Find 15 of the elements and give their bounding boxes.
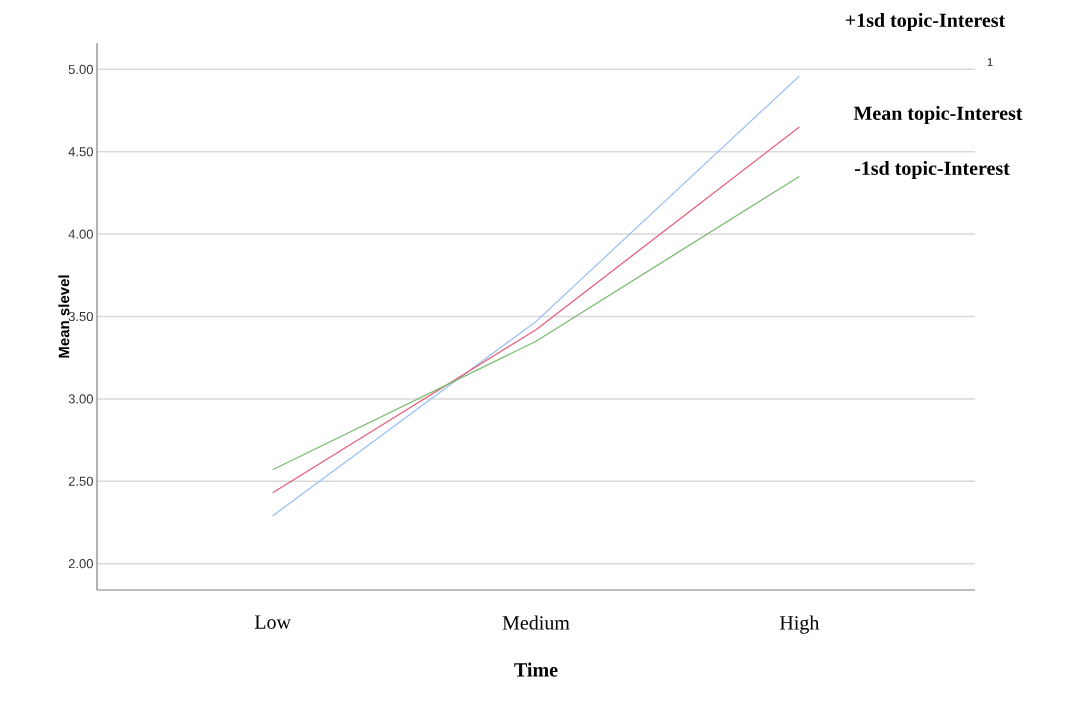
- x-tick-label: Medium: [502, 615, 570, 630]
- y-tick-label: 2.00: [68, 559, 93, 569]
- text: 1: [987, 58, 993, 66]
- text: +1sd topic-Interest: [845, 12, 1006, 32]
- y-tick-label: 2.50: [68, 476, 93, 486]
- y-tick-label: 3.00: [68, 394, 93, 404]
- text: Mean topic-Interest: [853, 105, 1023, 125]
- x-axis-title: Time: [514, 662, 558, 677]
- text: -1sd topic-Interest: [854, 160, 1010, 180]
- y-tick-label: 4.00: [68, 229, 93, 239]
- y-tick-label: 5.00: [68, 64, 93, 74]
- y-tick-label: 4.50: [68, 147, 93, 157]
- x-tick-label: Low: [254, 615, 291, 629]
- x-tick-label: High: [779, 615, 820, 634]
- y-axis-title: Mean slevel: [58, 275, 70, 358]
